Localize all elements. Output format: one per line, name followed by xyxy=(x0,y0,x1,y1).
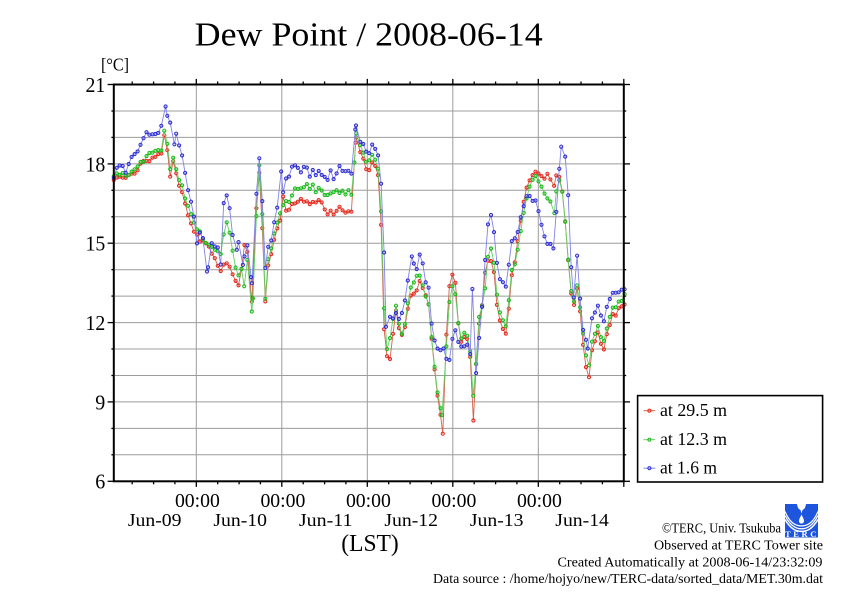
svg-text:9: 9 xyxy=(95,390,105,414)
svg-text:00:00: 00:00 xyxy=(431,490,476,512)
svg-text:Jun-10: Jun-10 xyxy=(213,510,267,530)
svg-text:00:00: 00:00 xyxy=(175,490,220,512)
svg-text:12: 12 xyxy=(86,311,106,335)
svg-text:Jun-13: Jun-13 xyxy=(470,510,524,530)
svg-text:00:00: 00:00 xyxy=(346,490,391,512)
svg-text:6: 6 xyxy=(95,470,105,494)
svg-text:Data source : /home/hojyo/new/: Data source : /home/hojyo/new/TERC-data/… xyxy=(433,571,823,586)
svg-text:(LST): (LST) xyxy=(341,531,399,557)
svg-text:21: 21 xyxy=(86,73,106,97)
svg-text:©TERC, Univ. Tsukuba: ©TERC, Univ. Tsukuba xyxy=(662,521,781,536)
svg-text:Jun-14: Jun-14 xyxy=(555,510,609,530)
svg-text:Created Automatically at 2008-: Created Automatically at 2008-06-14/23:3… xyxy=(558,555,823,570)
svg-text:TERC: TERC xyxy=(785,529,819,539)
svg-text:18: 18 xyxy=(86,152,106,176)
svg-text:15: 15 xyxy=(86,232,106,256)
svg-text:Dew Point / 2008-06-14: Dew Point / 2008-06-14 xyxy=(195,17,543,54)
svg-text:00:00: 00:00 xyxy=(517,490,562,512)
svg-text:Observed at TERC Tower site: Observed at TERC Tower site xyxy=(654,539,823,554)
svg-text:Jun-12: Jun-12 xyxy=(384,510,438,530)
svg-text:[°C]: [°C] xyxy=(101,55,129,75)
svg-text:Jun-11: Jun-11 xyxy=(299,510,353,530)
svg-text:at 29.5 m: at 29.5 m xyxy=(660,400,727,420)
svg-text:at 12.3 m: at 12.3 m xyxy=(660,429,727,449)
svg-text:00:00: 00:00 xyxy=(260,490,305,512)
svg-text:Jun-09: Jun-09 xyxy=(128,510,182,530)
svg-text:at 1.6 m: at 1.6 m xyxy=(660,457,717,477)
